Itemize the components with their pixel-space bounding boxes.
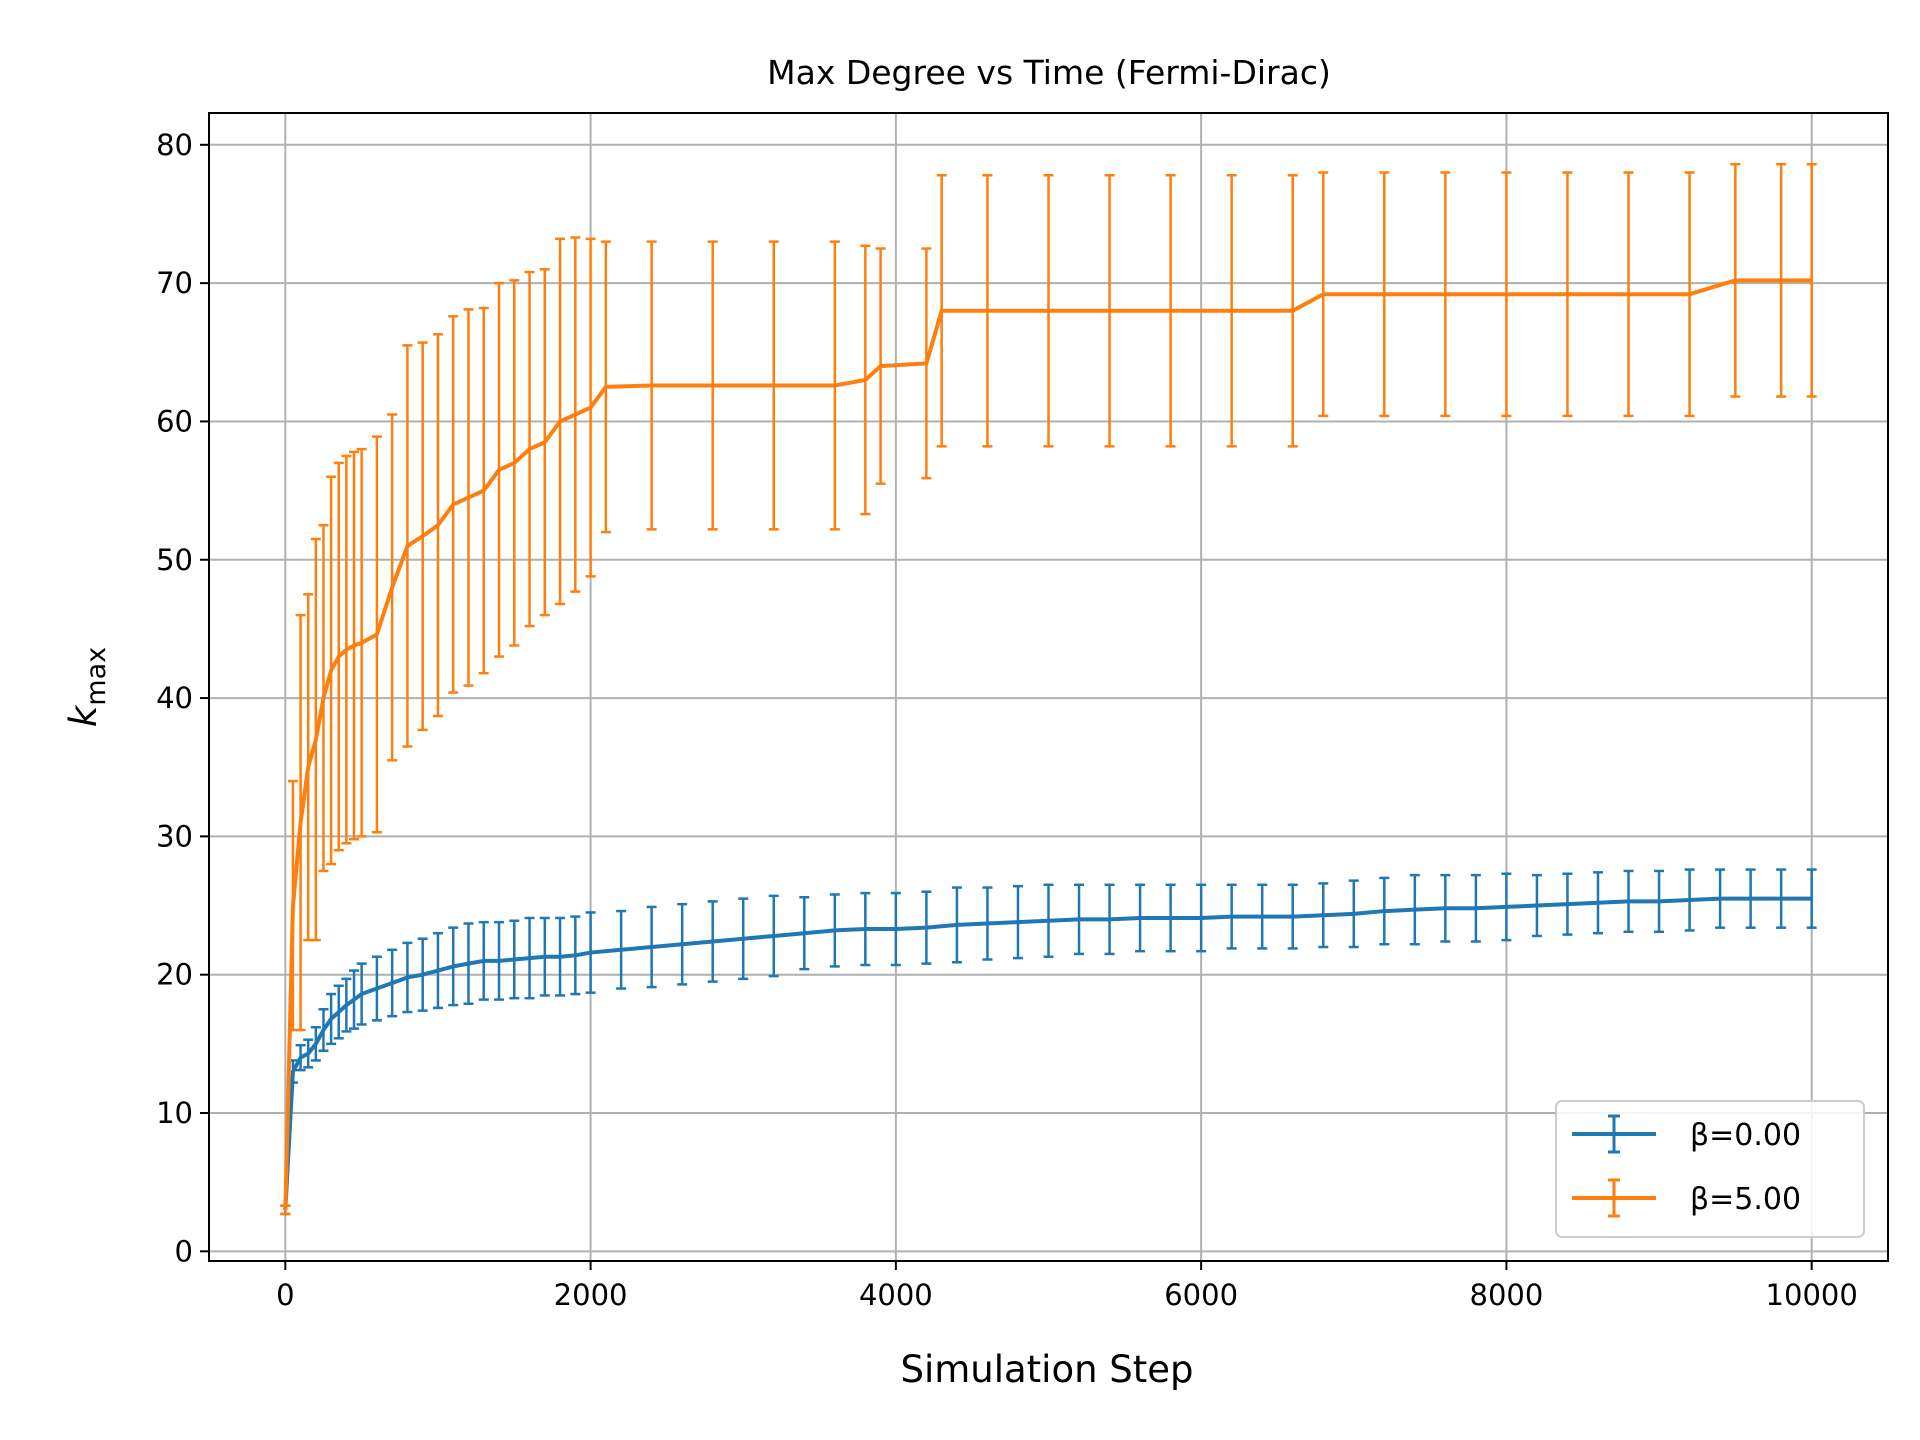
y-tick-label: 20 bbox=[156, 958, 193, 992]
legend-entry-0: β=0.00 bbox=[1572, 1114, 1801, 1154]
y-tick-label: 0 bbox=[175, 1234, 193, 1268]
x-tick-label: 2000 bbox=[554, 1278, 628, 1312]
x-tick-label: 4000 bbox=[859, 1278, 933, 1312]
series-1 bbox=[280, 162, 1817, 1216]
series-line bbox=[283, 278, 1812, 1210]
y-tick-label: 60 bbox=[156, 404, 193, 438]
series-layer bbox=[280, 162, 1817, 1216]
y-tick-label: 50 bbox=[156, 543, 193, 577]
y-axis-label: kmax bbox=[62, 647, 112, 727]
legend-label: β=0.00 bbox=[1690, 1118, 1801, 1153]
series-0 bbox=[280, 868, 1817, 1216]
x-axis-label: Simulation Step bbox=[900, 1348, 1193, 1391]
y-tick-label: 30 bbox=[156, 819, 193, 853]
x-tick-label: 8000 bbox=[1470, 1278, 1544, 1312]
plot-frame bbox=[208, 112, 1889, 1262]
legend: β=0.00 β=5.00 bbox=[1555, 1100, 1865, 1238]
svg-text:kmax: kmax bbox=[62, 647, 112, 727]
x-tick-label: 10000 bbox=[1766, 1278, 1858, 1312]
legend-entry-1: β=5.00 bbox=[1572, 1178, 1801, 1218]
y-axis-ticks: 0 10 20 30 40 50 60 70 80 bbox=[156, 128, 209, 1268]
y-axis-label-sub: max bbox=[81, 647, 112, 706]
y-tick-label: 70 bbox=[156, 266, 193, 300]
y-tick-label: 10 bbox=[156, 1096, 193, 1130]
chart-title: Max Degree vs Time (Fermi-Dirac) bbox=[767, 53, 1331, 92]
y-axis-label-main: k bbox=[62, 704, 105, 727]
legend-label: β=5.00 bbox=[1690, 1182, 1801, 1217]
x-tick-label: 0 bbox=[276, 1278, 294, 1312]
series-line bbox=[283, 896, 1812, 1210]
y-tick-label: 80 bbox=[156, 128, 193, 162]
x-axis-ticks: 0 2000 4000 6000 8000 10000 bbox=[276, 1261, 1858, 1312]
y-tick-label: 40 bbox=[156, 681, 193, 715]
x-tick-label: 6000 bbox=[1164, 1278, 1238, 1312]
